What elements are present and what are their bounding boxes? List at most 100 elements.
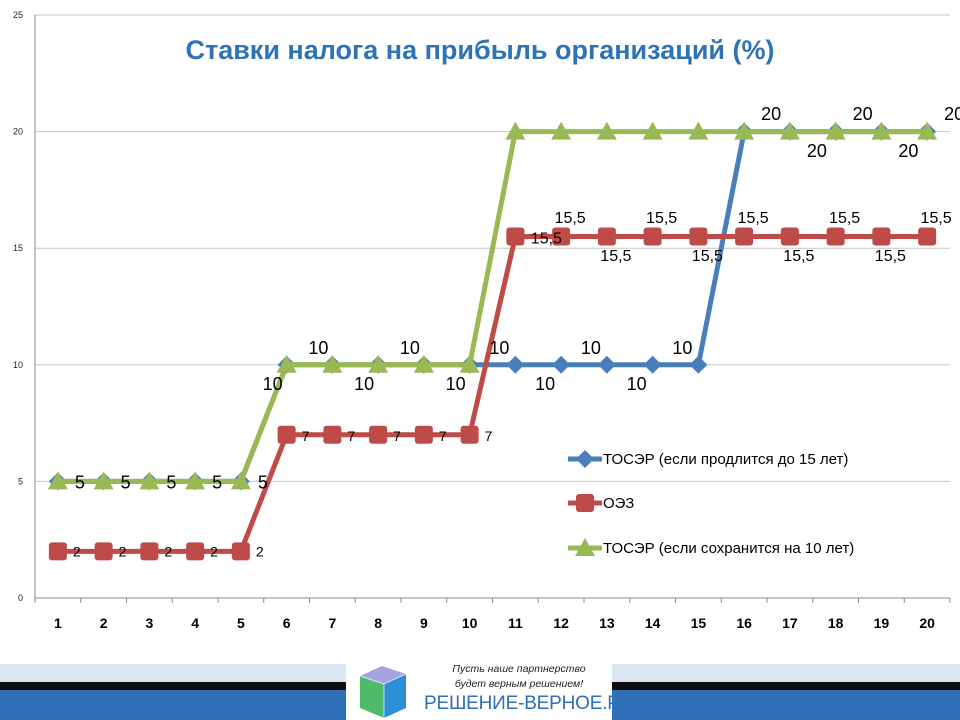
data-label: 2: [119, 543, 127, 559]
x-tick-label: 5: [237, 615, 245, 631]
data-label: 2: [164, 543, 172, 559]
x-tick-label: 7: [328, 615, 336, 631]
data-label: 15,5: [738, 210, 769, 227]
data-point-marker: [688, 121, 709, 140]
data-label: 10: [446, 374, 466, 394]
data-label: 10: [400, 338, 420, 358]
data-point-marker: [552, 227, 571, 246]
data-point-marker: [642, 121, 663, 140]
data-label: 20: [761, 104, 781, 124]
data-point-marker: [826, 227, 845, 246]
x-tick-label: 13: [599, 615, 615, 631]
data-label: 2: [73, 543, 81, 559]
y-tick-label: 15: [13, 243, 23, 253]
data-label: 15,5: [600, 248, 631, 265]
data-label: 15,5: [783, 248, 814, 265]
data-point-marker: [413, 354, 434, 373]
data-point-marker: [231, 542, 250, 561]
data-point-marker: [872, 227, 891, 246]
x-tick-label: 6: [283, 615, 291, 631]
x-tick-label: 16: [736, 615, 752, 631]
series-line: [57, 234, 928, 554]
data-label: 10: [627, 374, 647, 394]
data-label: 5: [166, 472, 176, 492]
footer-logo: Пусть наше партнерство будет верным реше…: [346, 660, 634, 720]
data-point-marker: [140, 542, 159, 561]
data-label: 5: [212, 472, 222, 492]
series-3: [47, 121, 938, 490]
x-tick-label: 1: [54, 615, 62, 631]
data-point-marker: [369, 425, 388, 444]
y-tick-label: 0: [18, 593, 23, 603]
data-point-marker: [276, 354, 297, 373]
data-point-marker: [779, 121, 800, 140]
data-label: 20: [807, 141, 827, 161]
chart-title: Ставки налога на прибыль организаций (%): [185, 35, 774, 65]
slogan-line-2: будет верным решением!: [454, 678, 584, 690]
data-label: 10: [354, 374, 374, 394]
data-point-marker: [689, 227, 708, 246]
data-point-marker: [735, 227, 754, 246]
data-label: 15,5: [531, 231, 562, 248]
data-point-marker: [186, 542, 205, 561]
data-point-marker: [323, 425, 342, 444]
x-tick-label: 4: [191, 615, 199, 631]
data-point-marker: [552, 355, 571, 374]
data-point-marker: [48, 542, 67, 561]
x-tick-label: 14: [645, 615, 661, 631]
data-label: 7: [393, 428, 401, 444]
data-point-marker: [597, 355, 616, 374]
y-tick-label: 25: [13, 10, 23, 20]
grid: [35, 14, 950, 599]
data-point-marker: [460, 425, 479, 444]
data-point-marker: [597, 227, 616, 246]
slogan-line-1: Пусть наше партнерство: [452, 663, 586, 675]
data-point-marker: [277, 425, 296, 444]
series-1: [48, 122, 937, 491]
legend-label: ТОСЭР (если продлится до 15 лет): [603, 451, 848, 468]
data-point-marker: [185, 471, 206, 490]
data-label: 10: [672, 338, 692, 358]
data-point-marker: [734, 121, 755, 140]
data-label: 15,5: [555, 210, 586, 227]
data-label: 10: [308, 338, 328, 358]
data-point-marker: [47, 471, 68, 490]
series-2: [48, 227, 937, 561]
data-point-marker: [643, 355, 662, 374]
data-label: 10: [263, 374, 283, 394]
data-point-marker: [322, 354, 343, 373]
y-tick-label: 20: [13, 127, 23, 137]
data-labels: 10 10 10 10 10 20 20 20 20 20 2 2 2 2 2 7 7 7 7 7 15,5 15,5 15…: [73, 104, 960, 559]
data-point-marker: [230, 471, 251, 490]
data-point-marker: [505, 121, 526, 140]
data-point-marker: [643, 227, 662, 246]
series-line: [57, 129, 928, 484]
y-tick-label: 10: [13, 360, 23, 370]
x-tick-label: 19: [874, 615, 890, 631]
x-tick-label: 2: [100, 615, 108, 631]
data-point-marker: [93, 471, 114, 490]
data-point-marker: [506, 355, 525, 374]
data-point-marker: [596, 121, 617, 140]
data-label: 2: [256, 543, 264, 559]
data-point-marker: [139, 471, 160, 490]
data-label: 15,5: [646, 210, 677, 227]
data-label: 15,5: [921, 210, 952, 227]
data-label: 7: [302, 428, 310, 444]
x-tick-label: 17: [782, 615, 798, 631]
data-point-marker: [689, 355, 708, 374]
data-label: 10: [489, 338, 509, 358]
legend: ТОСЭР (если продлится до 15 лет) ОЭЗ ТОСЭР…: [568, 450, 854, 557]
data-label: 10: [535, 374, 555, 394]
data-label: 15,5: [692, 248, 723, 265]
cube-logo-icon: [359, 666, 407, 718]
x-tick-label: 9: [420, 615, 428, 631]
data-label: 7: [485, 428, 493, 444]
data-point-marker: [871, 121, 892, 140]
data-label: 2: [210, 543, 218, 559]
legend-marker: [576, 450, 594, 468]
y-tick-label: 5: [18, 476, 23, 486]
legend-label: ТОСЭР (если сохранится на 10 лет): [603, 540, 854, 557]
data-label: 5: [75, 472, 85, 492]
x-tick-label: 8: [374, 615, 382, 631]
